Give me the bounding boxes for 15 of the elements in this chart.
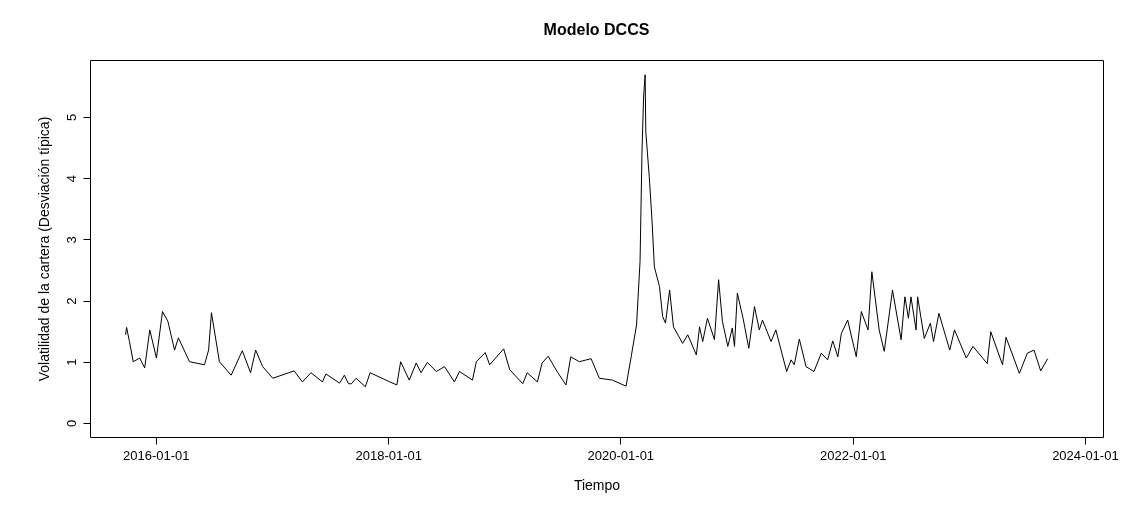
y-tick-label: 5 bbox=[63, 113, 79, 122]
x-tick-label: 2024-01-01 bbox=[1052, 447, 1119, 463]
y-axis-title: Volatilidad de la cartera (Desviación típica) bbox=[35, 116, 52, 382]
y-tick-label: 4 bbox=[63, 175, 79, 183]
chart-title: Modelo DCCS bbox=[543, 21, 650, 38]
x-tick-label: 2020-01-01 bbox=[587, 447, 655, 463]
y-tick-label: 0 bbox=[63, 419, 79, 428]
line-series bbox=[125, 74, 1049, 388]
x-tick-label: 2022-01-01 bbox=[820, 447, 887, 463]
y-tick-label: 1 bbox=[63, 358, 79, 366]
x-axis-title: Tiempo bbox=[573, 476, 621, 493]
x-tick-label: 2016-01-01 bbox=[123, 447, 190, 463]
y-tick-label: 3 bbox=[63, 236, 79, 244]
x-tick-label: 2018-01-01 bbox=[355, 447, 422, 463]
y-tick-label: 2 bbox=[63, 297, 79, 305]
